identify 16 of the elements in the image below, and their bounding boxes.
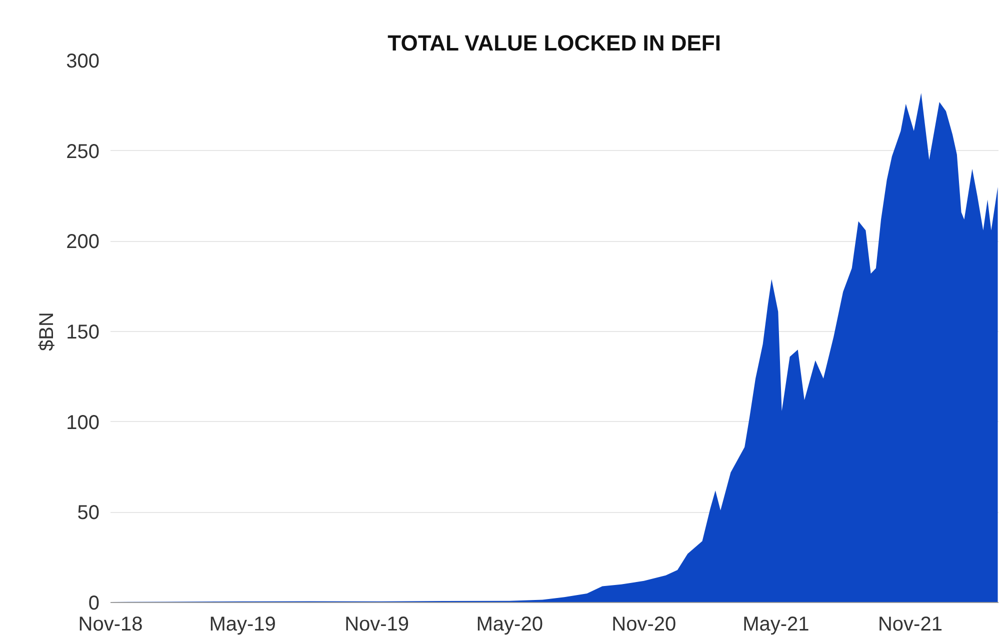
x-tick-label: Nov-21 [878,614,942,636]
x-tick-label: Nov-20 [612,614,676,636]
chart-title: TOTAL VALUE LOCKED IN DEFI [388,30,721,56]
y-tick-label: 50 [77,502,100,524]
y-tick-label: 250 [66,140,100,163]
y-tick-label: 300 [66,50,100,72]
y-axis-title: $BN [36,312,58,351]
y-tick-label: 150 [66,322,100,344]
x-tick-label: Nov-18 [78,614,143,636]
x-tick-label: Nov-19 [344,614,410,636]
y-tick-label: 200 [66,231,100,254]
y-tick-label: 100 [66,412,100,434]
y-tick-label: 0 [88,592,100,614]
x-tick-label: May-21 [742,614,810,636]
x-tick-label: May-20 [476,614,543,636]
x-tick-label: May-19 [209,614,276,636]
